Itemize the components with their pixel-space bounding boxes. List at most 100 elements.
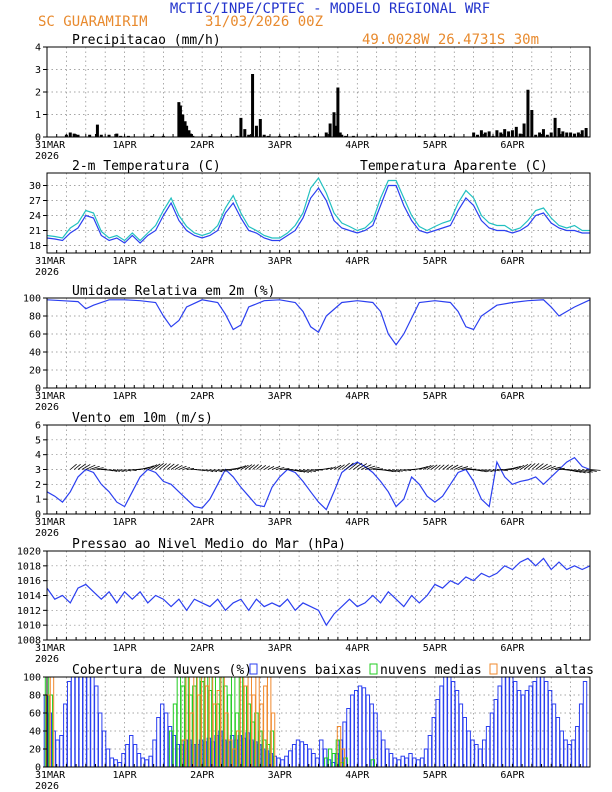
wind-arrow — [516, 464, 525, 470]
precip-bar — [479, 130, 483, 137]
y-tick-label: 100 — [23, 673, 41, 684]
panel-precip: 0 1 2 3 4 31MAR 1APR 2APR 3APR 4APR 5APR 6APR 2026 Pr… — [35, 33, 591, 162]
precip-bar — [476, 134, 480, 137]
wind-arrow — [326, 467, 333, 470]
precip-bar — [187, 130, 191, 137]
precip-bar — [115, 133, 119, 137]
precip-bar — [576, 132, 580, 137]
wind-arrow — [209, 469, 218, 473]
wind-arrow — [93, 467, 104, 470]
wind-arrow — [508, 466, 519, 470]
x-tick-label: 31MAR — [35, 770, 66, 781]
wind-arrow — [143, 465, 154, 470]
cloud-bar-nuvens-baixas — [129, 735, 134, 768]
cloud-bar-nuvens-baixas — [478, 748, 483, 768]
cloud-bar-nuvens-baixas — [416, 759, 421, 768]
cloud-bar-nuvens-baixas — [427, 735, 433, 768]
cloud-bar-nuvens-baixas — [513, 681, 518, 768]
panel-title: Pressao ao Nivel Medio do Mar (hPa) — [72, 537, 346, 552]
wind-arrow — [360, 464, 372, 470]
wind-arrow — [124, 469, 132, 472]
cloud-bar-nuvens-baixas — [555, 717, 561, 768]
wind-arrow — [512, 465, 521, 470]
x-tick-label: 4APR — [345, 643, 370, 654]
x-tick-label: 1APR — [113, 391, 138, 402]
wind-arrow — [566, 469, 578, 473]
precip-bar — [487, 131, 491, 137]
wind-arrow — [120, 469, 128, 472]
precip-bar — [185, 125, 189, 137]
wind-arrow — [178, 465, 187, 470]
cloud-bar-nuvens-baixas — [291, 744, 297, 768]
wind-arrow — [70, 463, 77, 470]
wind-arrow — [357, 463, 368, 470]
precip-bar — [334, 125, 338, 137]
panel-title: Cobertura de Nuvens (%) — [72, 663, 252, 678]
cloud-bar-nuvens-baixas — [439, 685, 444, 768]
cloud-bar-nuvens-baixas — [117, 762, 122, 768]
x-tick-label: 5APR — [423, 140, 448, 151]
x-year-label: 2026 — [35, 528, 59, 539]
precip-bar — [324, 132, 328, 137]
cloud-bar-nuvens-baixas — [55, 739, 60, 768]
cloud-bar-nuvens-baixas — [70, 676, 76, 768]
x-tick-label: 3APR — [268, 643, 293, 654]
x-year-label: 2026 — [35, 402, 59, 413]
cloud-bar-nuvens-baixas — [59, 735, 64, 768]
cloud-bar-nuvens-baixas — [443, 676, 448, 768]
y-tick-label: 1 — [35, 110, 41, 121]
cloud-bar-nuvens-baixas — [524, 690, 530, 768]
x-tick-label: 3APR — [268, 517, 293, 528]
precip-bar — [99, 134, 103, 137]
y-tick-label: 30 — [29, 181, 41, 192]
cloud-bar-nuvens-baixas — [319, 739, 324, 768]
precip-bar — [183, 121, 187, 137]
cloud-bar-nuvens-baixas — [466, 730, 471, 768]
cloud-bar-nuvens-baixas — [148, 755, 153, 768]
cloud-bar-nuvens-baixas — [544, 681, 549, 768]
y-tick-label: 60 — [29, 709, 41, 720]
cloud-bar-nuvens-baixas — [388, 753, 394, 768]
precip-bar — [266, 135, 270, 137]
wind-arrow — [298, 469, 309, 473]
y-tick-label: 5 — [35, 435, 41, 446]
precip-bar — [340, 134, 344, 137]
legend-swatch — [489, 663, 498, 675]
y-tick-label: 1016 — [17, 576, 41, 587]
wind-arrow — [419, 466, 428, 470]
wind-arrow — [372, 468, 384, 470]
precip-bar — [371, 135, 375, 137]
precip-bar — [88, 134, 92, 137]
wind-arrow — [454, 465, 463, 470]
legend-label: nuvens altas — [500, 663, 594, 678]
series-line-pressao — [46, 557, 591, 627]
y-tick-label: 1014 — [17, 591, 41, 602]
wind-arrow — [368, 466, 380, 470]
wind-arrow — [485, 469, 493, 473]
wind-arrow — [198, 469, 205, 472]
cloud-bar-nuvens-baixas — [571, 739, 576, 768]
precip-bar — [483, 132, 487, 137]
wind-arrow — [547, 465, 556, 470]
panel-temp: 18 21 24 27 30 31MAR 1APR 2APR 3APR 4APR 5APR 6APR 2… — [29, 159, 591, 278]
x-tick-label: 3APR — [268, 256, 293, 267]
wind-arrow — [345, 462, 354, 470]
y-tick-label: 60 — [29, 330, 41, 341]
wind-arrow — [81, 464, 91, 470]
wind-arrow — [233, 466, 243, 470]
precip-bar — [150, 135, 154, 137]
cloud-bar-nuvens-baixas — [303, 744, 308, 768]
x-year-label: 2026 — [35, 654, 59, 665]
wind-arrow — [240, 464, 249, 470]
precip-bar — [553, 117, 557, 137]
x-tick-label: 5APR — [423, 643, 448, 654]
precip-bar — [514, 126, 518, 137]
y-tick-label: 2 — [35, 88, 41, 99]
panel-pres: 1008 1010 1012 1014 1016 1018 1020 31MAR 1APR 2AP… — [17, 537, 591, 665]
x-tick-label: 31MAR — [35, 517, 66, 528]
wind-arrow — [252, 464, 259, 470]
precip-bar — [68, 132, 72, 137]
precip-bar — [541, 129, 545, 137]
wind-arrow — [85, 464, 96, 470]
x-tick-label: 31MAR — [35, 140, 66, 151]
